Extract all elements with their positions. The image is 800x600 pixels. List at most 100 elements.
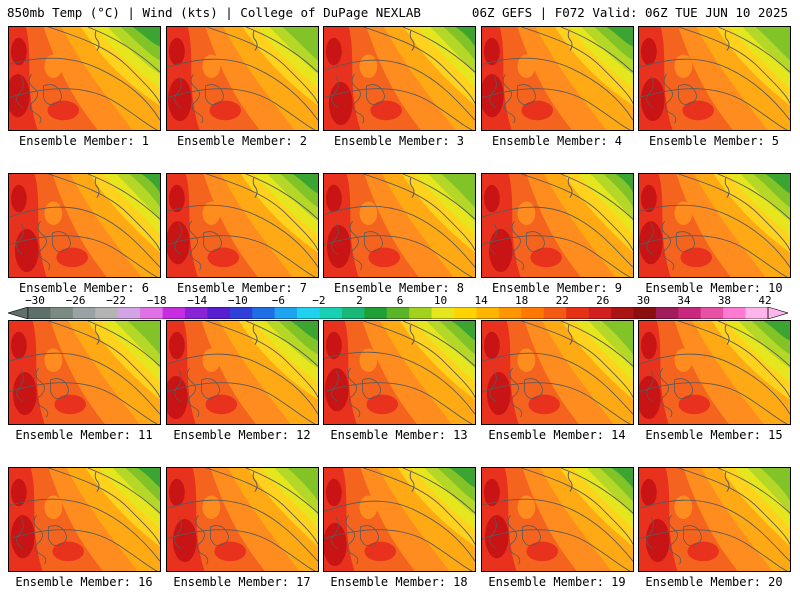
ensemble-member-map <box>481 173 634 278</box>
ensemble-member-map <box>8 320 161 425</box>
ensemble-member-label: Ensemble Member: 11 <box>15 428 153 442</box>
colorbar-swatch <box>521 307 545 319</box>
colorbar-swatch <box>95 307 118 319</box>
ensemble-member-map <box>323 26 476 131</box>
ensemble-member-label: Ensemble Member: 18 <box>330 575 468 589</box>
temperature-field <box>482 27 633 130</box>
temperature-field <box>324 27 475 130</box>
ensemble-member-map <box>8 26 161 131</box>
ensemble-member-map <box>323 467 476 572</box>
ensemble-member-label: Ensemble Member: 17 <box>173 575 311 589</box>
ensemble-member-map <box>166 26 319 131</box>
ensemble-member-label: Ensemble Member: 9 <box>491 281 623 295</box>
temperature-field <box>9 321 160 424</box>
colorbar-swatch <box>297 307 320 319</box>
colorbar-tick-label: 14 <box>474 294 488 307</box>
colorbar-tick-label: −14 <box>187 294 208 307</box>
colorbar-tick-label: 6 <box>396 294 404 307</box>
colorbar-swatch <box>588 307 612 319</box>
ensemble-member-label: Ensemble Member: 16 <box>15 575 153 589</box>
ensemble-member-label: Ensemble Member: 8 <box>333 281 465 295</box>
colorbar-tick-label: −2 <box>312 294 326 307</box>
colorbar-swatch <box>476 307 500 319</box>
colorbar-max-arrow <box>767 307 788 319</box>
colorbar-min-arrow <box>8 307 29 319</box>
colorbar-tick-label: 2 <box>356 294 363 307</box>
temperature-field <box>9 27 160 130</box>
colorbar-swatch <box>566 307 589 319</box>
colorbar-swatch <box>28 307 51 319</box>
colorbar-swatch <box>229 307 253 319</box>
ensemble-member-label: Ensemble Member: 5 <box>648 134 780 148</box>
ensemble-member-map <box>638 467 791 572</box>
ensemble-member-label: Ensemble Member: 6 <box>18 281 150 295</box>
ensemble-member-map <box>166 467 319 572</box>
ensemble-member-map <box>166 320 319 425</box>
ensemble-member-map <box>638 26 791 131</box>
temperature-field <box>482 321 633 424</box>
colorbar-swatch <box>140 307 163 319</box>
ensemble-member-map <box>638 320 791 425</box>
colorbar-tick-label: 34 <box>677 294 691 307</box>
colorbar-swatch <box>723 307 746 319</box>
temperature-field <box>324 321 475 424</box>
ensemble-member-label: Ensemble Member: 15 <box>645 428 783 442</box>
colorbar-swatch <box>611 307 634 319</box>
temperature-field <box>639 174 790 277</box>
ensemble-member-label: Ensemble Member: 12 <box>173 428 311 442</box>
ensemble-member-label: Ensemble Member: 4 <box>491 134 623 148</box>
temperature-field <box>482 174 633 277</box>
colorbar-tick-label: 30 <box>636 294 650 307</box>
ensemble-member-map <box>8 467 161 572</box>
ensemble-member-label: Ensemble Member: 10 <box>645 281 783 295</box>
temperature-field <box>167 174 318 277</box>
ensemble-member-label: Ensemble Member: 20 <box>645 575 783 589</box>
colorbar-tick-label: 42 <box>758 294 772 307</box>
ensemble-member-map <box>166 173 319 278</box>
map-title: 850mb Temp (°C) | Wind (kts) | College o… <box>7 5 421 20</box>
temperature-colorbar <box>8 307 788 319</box>
colorbar-swatch <box>454 307 477 319</box>
colorbar-swatch <box>184 307 208 319</box>
colorbar-tick-label: −18 <box>146 294 167 307</box>
ensemble-member-map <box>481 26 634 131</box>
temperature-field <box>482 468 633 571</box>
ensemble-member-map <box>638 173 791 278</box>
ensemble-member-label: Ensemble Member: 3 <box>333 134 465 148</box>
colorbar-tick-label: −6 <box>271 294 285 307</box>
colorbar-tick-label: 18 <box>515 294 529 307</box>
colorbar-swatch <box>207 307 231 319</box>
colorbar-swatch <box>72 307 96 319</box>
colorbar-tick-label: −30 <box>25 294 45 307</box>
temperature-field <box>9 174 160 277</box>
colorbar-swatch <box>162 307 186 319</box>
temperature-field <box>639 27 790 130</box>
colorbar-swatch <box>274 307 298 319</box>
temperature-field <box>639 468 790 571</box>
temperature-field <box>324 174 475 277</box>
colorbar-tick-label: 38 <box>717 294 732 307</box>
colorbar-swatch <box>341 307 365 319</box>
colorbar-swatch <box>498 307 522 319</box>
colorbar-swatch <box>633 307 657 319</box>
colorbar-swatch <box>409 307 432 319</box>
colorbar-swatch <box>319 307 343 319</box>
colorbar-swatch <box>543 307 567 319</box>
colorbar-tick-label: 10 <box>433 294 448 307</box>
ensemble-member-map <box>323 320 476 425</box>
ensemble-member-label: Ensemble Member: 2 <box>176 134 308 148</box>
ensemble-member-label: Ensemble Member: 13 <box>330 428 468 442</box>
temperature-field <box>167 468 318 571</box>
ensemble-member-label: Ensemble Member: 14 <box>488 428 626 442</box>
colorbar-tick-label: −22 <box>106 294 127 307</box>
temperature-field <box>9 468 160 571</box>
temperature-field <box>167 321 318 424</box>
model-run-info: 06Z GEFS | F072 Valid: 06Z TUE JUN 10 20… <box>471 5 788 20</box>
colorbar-swatch <box>386 307 410 319</box>
colorbar-swatch <box>252 307 275 319</box>
colorbar-swatch <box>117 307 141 319</box>
ensemble-member-label: Ensemble Member: 1 <box>18 134 150 148</box>
ensemble-member-label: Ensemble Member: 7 <box>176 281 308 295</box>
colorbar-tick-label: −26 <box>65 294 86 307</box>
colorbar-swatch <box>50 307 74 319</box>
